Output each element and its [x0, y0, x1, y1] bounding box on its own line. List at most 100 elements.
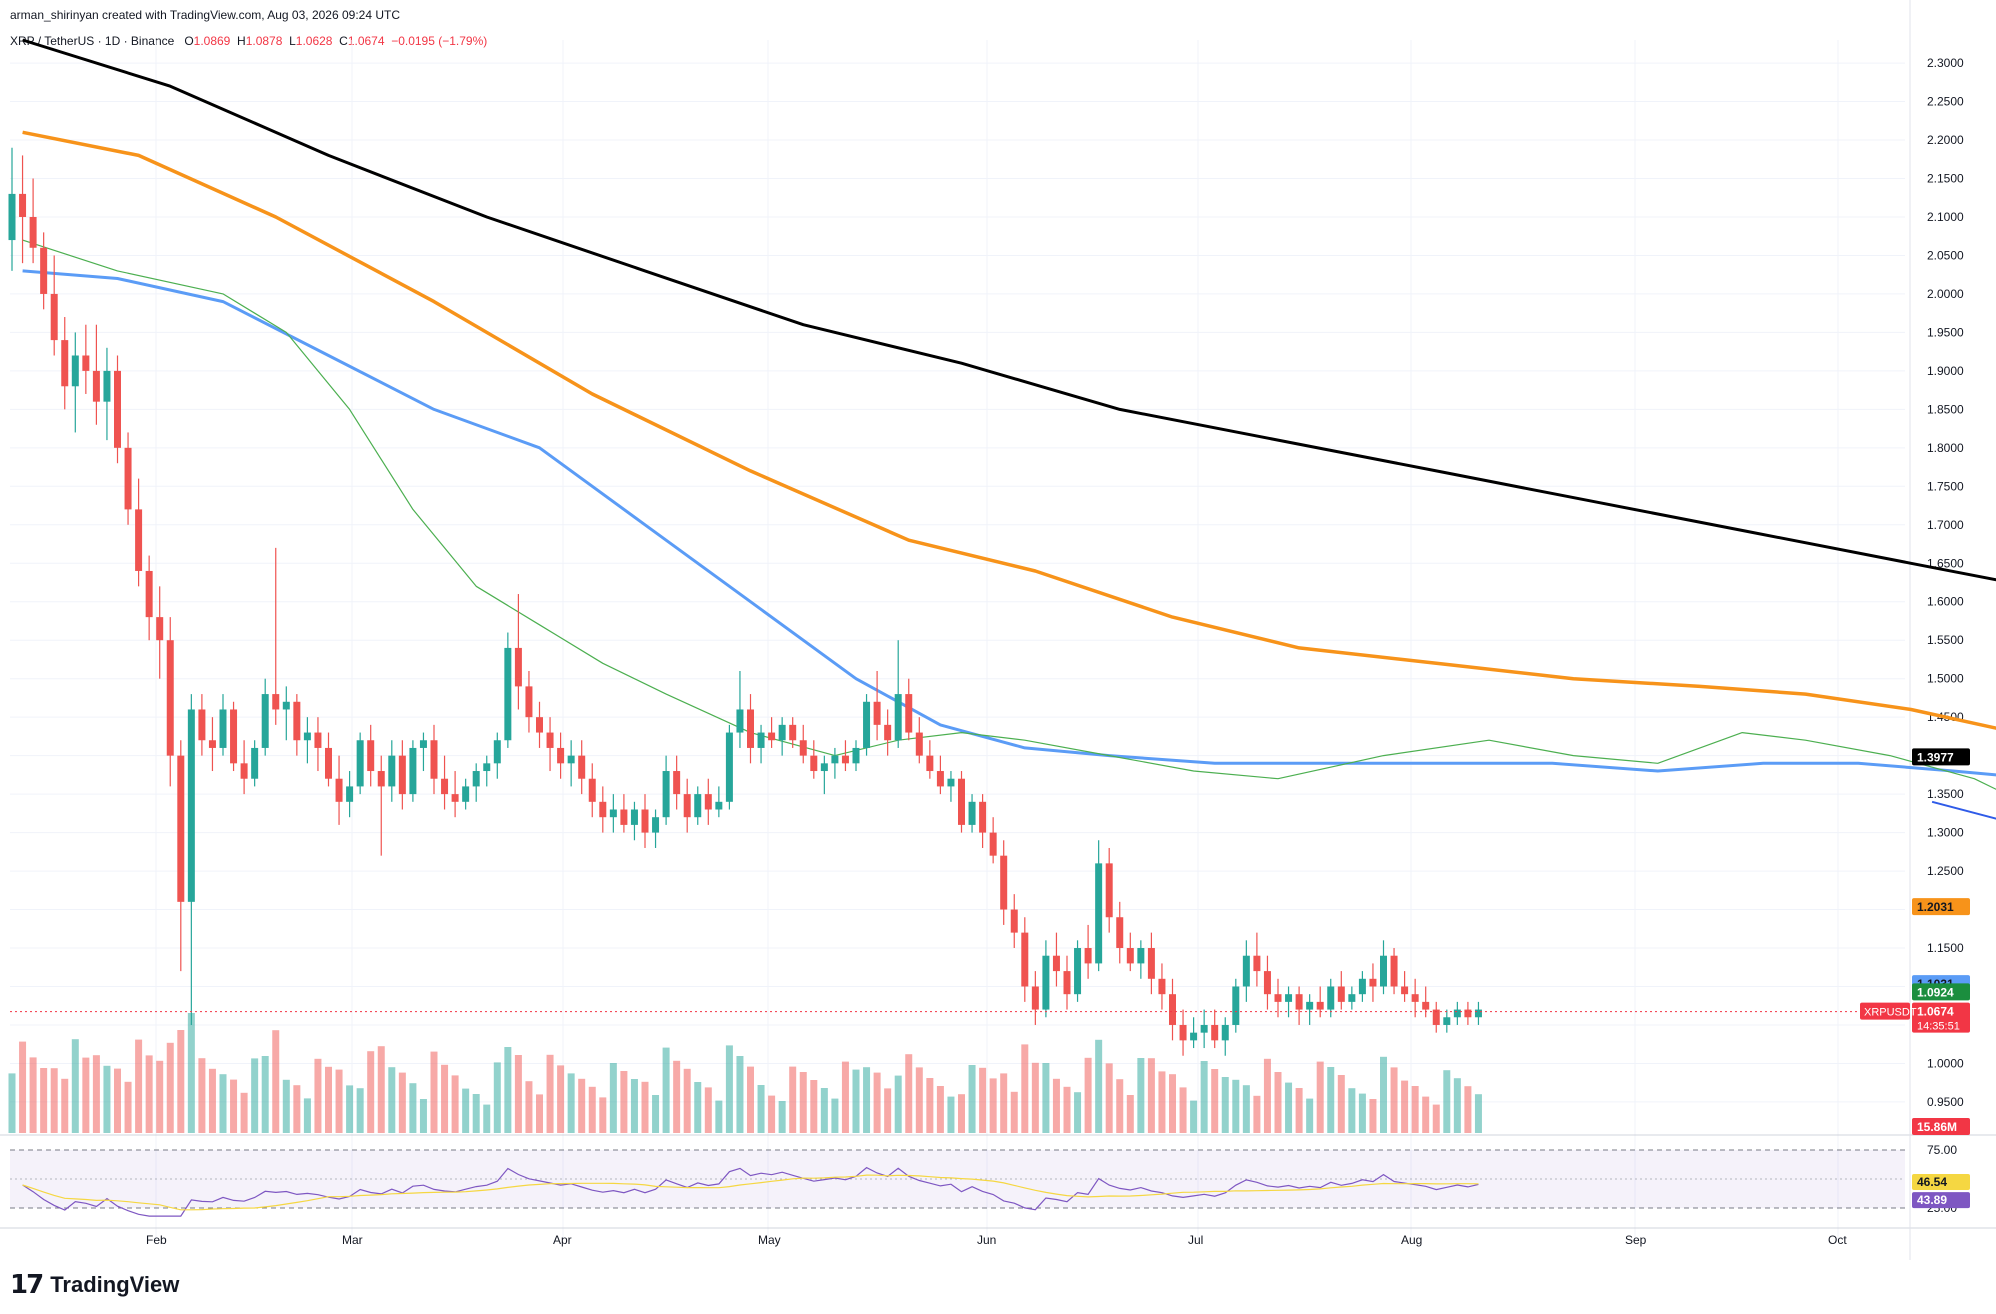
tradingview-logo[interactable]: 17 TradingView: [10, 1270, 179, 1300]
candle-body: [1126, 948, 1134, 964]
candle-body: [325, 747, 332, 779]
y-tick-label: 2.2000: [1927, 133, 1964, 147]
candle-body: [715, 801, 723, 810]
candle-body: [1285, 994, 1293, 1002]
volume-bar: [177, 1030, 185, 1133]
candle-body: [293, 701, 301, 741]
candle-body: [261, 694, 269, 748]
candle-body: [1453, 1009, 1461, 1018]
y-tick-label: 1.5500: [1927, 633, 1964, 647]
candle-body: [1348, 994, 1356, 1002]
y-tick-label: 2.2500: [1927, 95, 1964, 109]
candle-body: [567, 755, 575, 764]
volume-bar: [1010, 1091, 1018, 1133]
x-tick-label: Sep: [1625, 1233, 1647, 1247]
volume-bar: [1253, 1095, 1261, 1133]
volume-bar: [493, 1062, 501, 1133]
volume-bar: [251, 1058, 259, 1133]
candle-body: [1116, 917, 1124, 949]
sma20-price-label[interactable]: [1912, 983, 1970, 1001]
volume-bar: [1422, 1096, 1430, 1133]
volume-bar: [620, 1071, 628, 1133]
candle-body: [789, 724, 797, 741]
candle-body: [905, 694, 913, 733]
candle-body: [1390, 955, 1398, 987]
candle-body: [778, 724, 786, 741]
candle-body: [135, 509, 143, 571]
volume-bar: [1348, 1088, 1356, 1133]
volume-bar: [1021, 1044, 1029, 1133]
volume-bar: [1242, 1085, 1250, 1133]
y-tick-label: 2.3000: [1927, 56, 1964, 70]
candle-body: [377, 771, 385, 787]
candle-body: [388, 755, 396, 787]
volume-bar: [536, 1094, 543, 1133]
y-tick-label: 2.1500: [1927, 172, 1964, 186]
y-tick-label: 1.5000: [1927, 672, 1964, 686]
volume-bar: [356, 1088, 364, 1133]
candle-body: [1000, 855, 1008, 910]
y-tick-label: 1.2500: [1927, 864, 1964, 878]
sma100-price-label[interactable]: [1912, 898, 1970, 916]
y-tick-label: 1.9500: [1927, 325, 1964, 339]
volume-bar: [1211, 1069, 1219, 1133]
open-value: 1.0869: [193, 34, 231, 48]
last-price-label[interactable]: [1912, 1002, 1970, 1033]
volume-bar: [1147, 1058, 1155, 1133]
volume-bar: [1390, 1067, 1398, 1133]
symbol-name[interactable]: XRP / TetherUS · 1D · Binance: [10, 34, 175, 48]
rsi-tick-label: 75.00: [1927, 1143, 1957, 1157]
volume-bar: [852, 1069, 860, 1133]
candle-body: [1190, 1032, 1198, 1041]
candle-body: [926, 755, 934, 772]
candle-body: [462, 786, 470, 802]
candle-body: [683, 794, 691, 818]
candle-body: [958, 778, 965, 825]
sma20-price-value: 1.0924: [1917, 985, 1954, 999]
volume-bar: [736, 1056, 744, 1133]
symbol-info-line[interactable]: XRP / TetherUS · 1D · Binance O1.0869 H1…: [10, 34, 487, 48]
candle-body: [356, 740, 364, 787]
y-tick-label: 1.7000: [1927, 518, 1964, 532]
volume-bar: [1042, 1063, 1050, 1133]
y-tick-label: 0.9500: [1927, 1095, 1964, 1109]
volume-bar: [662, 1047, 670, 1133]
rsi-value-label[interactable]: [1912, 1192, 1970, 1209]
volume-bar: [567, 1073, 575, 1133]
volume-bar: [8, 1073, 16, 1133]
candle-body: [1316, 1001, 1324, 1010]
volume-bar: [525, 1081, 533, 1133]
candle-body: [1158, 978, 1166, 995]
change-value: −0.0195 (−1.79%): [391, 34, 488, 48]
x-tick-label: Oct: [1828, 1233, 1847, 1247]
volume-value-label[interactable]: [1912, 1118, 1970, 1135]
rsi-ma-label[interactable]: [1912, 1174, 1970, 1191]
candle-body: [40, 247, 48, 294]
volume-bar: [430, 1051, 438, 1133]
candle-body: [1095, 863, 1103, 964]
candle-body: [852, 747, 860, 764]
candle-body: [1052, 955, 1060, 972]
rsi-ma-line: [22, 1174, 1479, 1211]
candle-body: [29, 216, 37, 248]
sma200-price-label[interactable]: [1912, 748, 1970, 766]
volume-bar: [1337, 1075, 1345, 1133]
rsi-value-text: 43.89: [1917, 1193, 1947, 1207]
last-price-value: 1.0674: [1917, 1005, 1954, 1019]
sma50-line: [22, 269, 1996, 777]
candle-body: [694, 794, 702, 818]
volume-bar: [367, 1051, 375, 1133]
volume-bar: [968, 1065, 976, 1133]
candle-body: [346, 786, 354, 802]
volume-bar: [441, 1064, 449, 1133]
volume-bar: [1285, 1082, 1293, 1133]
candle-body: [1105, 863, 1113, 918]
sma20-line: [22, 239, 1996, 790]
candle-body: [251, 747, 259, 779]
volume-bar: [483, 1104, 491, 1133]
volume-bar: [1474, 1094, 1482, 1133]
candle-body: [1358, 978, 1366, 995]
y-tick-label: 1.3500: [1927, 787, 1964, 801]
candle-body: [936, 771, 944, 787]
